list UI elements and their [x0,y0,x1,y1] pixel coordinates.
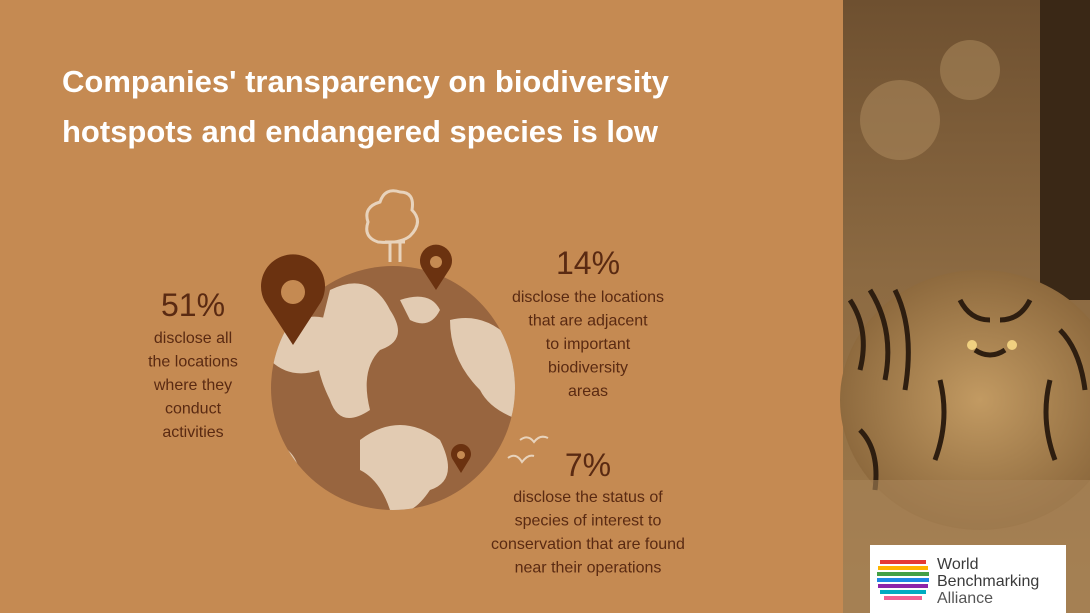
logo-text: World [937,556,979,573]
title-line: hotspots and endangered species is low [62,114,659,149]
logo-text: Benchmarking [937,573,1039,590]
stat-description: conduct [165,401,222,418]
stat-description: biodiversity [548,360,628,377]
stat-description: that are adjacent [528,313,648,330]
stat-description: to important [546,336,631,353]
stat-description: species of interest to [515,513,662,530]
stats: 51% disclose all the locations where they co… [148,245,685,577]
stat-description: disclose the status of [513,489,663,506]
logo-text: Alliance [937,590,993,607]
stat-description: activities [162,424,223,441]
stat-value: 7% [565,447,611,483]
stat-description: conservation that are found [491,536,685,553]
globe-illustration [261,189,549,510]
stat-description: disclose all [154,330,232,347]
stat-description: the locations [148,354,238,371]
stat-description: near their operations [515,560,662,577]
stat-value: 51% [161,287,225,323]
stat-description: where they [153,377,232,394]
title-line: Companies' transparency on biodiversity [62,64,670,99]
logo: World Benchmarking Alliance [870,545,1066,613]
photo [840,0,1090,613]
stat-value: 14% [556,245,620,281]
stat-description: disclose the locations [512,289,664,306]
stat-description: areas [568,383,608,400]
